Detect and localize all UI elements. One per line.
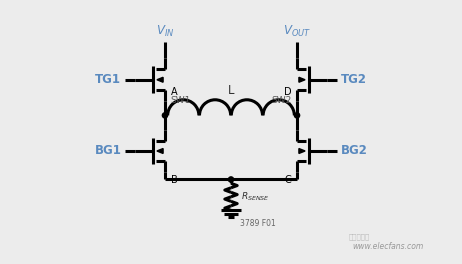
Polygon shape (299, 77, 305, 82)
Text: 3789 F01: 3789 F01 (240, 219, 275, 228)
Circle shape (228, 177, 234, 182)
Text: L: L (228, 84, 234, 97)
Text: TG1: TG1 (95, 73, 122, 86)
Text: B: B (170, 175, 177, 185)
Text: SW1: SW1 (170, 96, 191, 105)
Text: $V_{IN}$: $V_{IN}$ (156, 24, 174, 39)
Polygon shape (157, 149, 163, 153)
Text: $V_{OUT}$: $V_{OUT}$ (283, 24, 311, 39)
Polygon shape (157, 77, 163, 82)
Circle shape (294, 113, 300, 118)
Text: A: A (170, 87, 177, 97)
Text: $R_{SENSE}$: $R_{SENSE}$ (242, 191, 270, 203)
Polygon shape (299, 149, 305, 153)
Text: 电子发烧友: 电子发烧友 (349, 233, 370, 240)
Text: C: C (285, 175, 292, 185)
Text: TG2: TG2 (340, 73, 367, 86)
Text: BG2: BG2 (340, 144, 368, 158)
Text: www.elecfans.com: www.elecfans.com (352, 242, 423, 251)
Text: D: D (284, 87, 292, 97)
Circle shape (162, 113, 168, 118)
Text: SW2: SW2 (271, 96, 292, 105)
Text: BG1: BG1 (94, 144, 122, 158)
